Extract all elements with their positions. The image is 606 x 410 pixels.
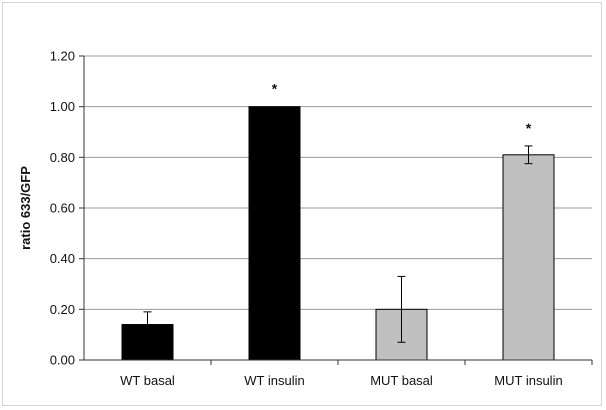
bar [502,154,555,361]
y-tick-label: 1.20 [50,49,75,64]
y-tick-label: 0.20 [50,302,75,317]
y-axis-ticks: 0.00 0.20 0.40 0.60 0.80 1.00 1.20 [50,49,84,368]
bar [248,106,301,361]
y-tick-label: 0.60 [50,201,75,216]
y-tick-label: 0.80 [50,150,75,165]
x-tick-label: MUT basal [370,373,433,388]
bars: ** [121,81,555,361]
x-tick-label: WT basal [120,373,175,388]
axes [83,56,593,365]
y-tick-label: 1.00 [50,99,75,114]
x-tick-label: MUT insulin [494,373,562,388]
x-tick-label: WT insulin [244,373,304,388]
chart-frame [2,2,602,406]
y-tick-label: 0.00 [50,353,75,368]
significance-marker: * [272,81,278,97]
y-tick-label: 0.40 [50,251,75,266]
x-axis-labels: WT basal WT insulin MUT basal MUT insulin [120,373,563,388]
y-axis-title: ratio 633/GFP [18,166,33,250]
significance-marker: * [526,120,532,136]
